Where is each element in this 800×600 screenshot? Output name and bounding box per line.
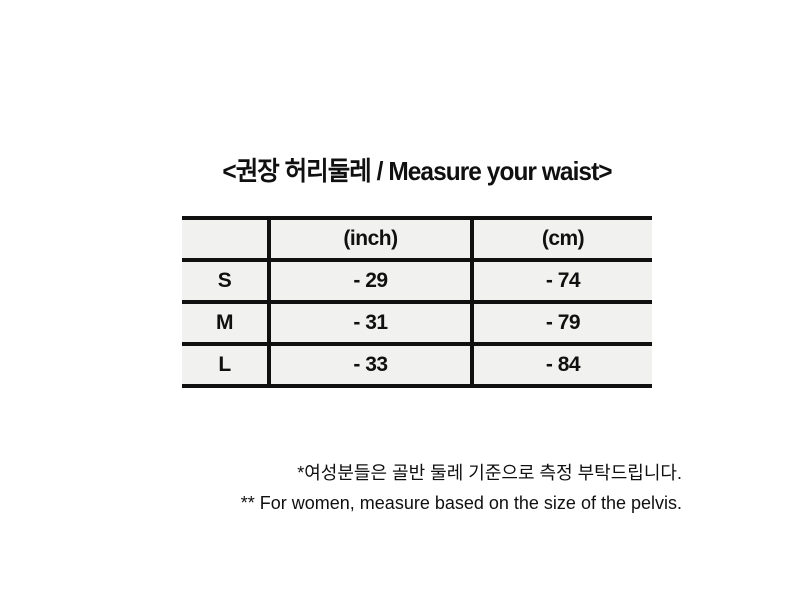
size-cell: L: [218, 353, 231, 376]
table-row-m: M - 31 - 79: [182, 304, 652, 346]
table-row-l: L - 33 - 84: [182, 346, 652, 384]
header-cell-size: [182, 220, 267, 258]
cm-cell: - 84: [545, 353, 581, 376]
footnote-korean: *여성분들은 골반 둘레 기준으로 측정 부탁드립니다.: [297, 463, 682, 483]
footnote-english: ** For women, measure based on the size …: [240, 493, 682, 513]
size-cell: M: [216, 311, 234, 334]
size-cell: S: [217, 269, 232, 292]
cm-cell: - 74: [545, 269, 581, 292]
table-row-s: S - 29 - 74: [182, 262, 652, 304]
header-cell-inch: (inch): [267, 220, 474, 258]
inch-cell: - 33: [267, 346, 474, 384]
cm-cell: - 79: [545, 311, 581, 334]
inch-cell: - 31: [267, 304, 474, 342]
size-table: (inch) (cm) S - 29 - 74 M - 31 - 79 L - …: [182, 216, 652, 388]
inch-cell: - 29: [267, 262, 474, 300]
header-cell-cm: (cm): [541, 227, 585, 250]
table-header-row: (inch) (cm): [182, 220, 652, 262]
footnotes: *여성분들은 골반 둘레 기준으로 측정 부탁드립니다. ** For wome…: [241, 458, 682, 518]
size-chart-title: <권장 허리둘레 / Measure your waist>: [222, 156, 612, 186]
